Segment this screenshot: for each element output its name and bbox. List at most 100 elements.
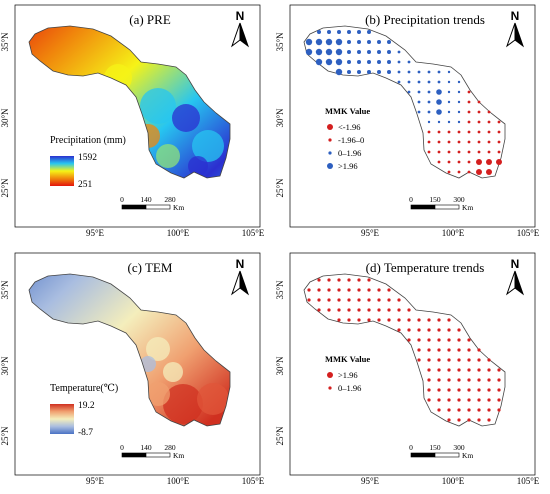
north-label: N [511, 9, 520, 23]
scalebar-tick-label: 0 [120, 443, 124, 452]
scalebar-unit: Km [173, 451, 184, 460]
raster-patch [188, 156, 208, 176]
trend-station-dot [447, 348, 451, 352]
trend-station-dot [335, 58, 343, 66]
trend-station-dot [477, 120, 481, 124]
trend-station-dot [497, 120, 501, 124]
scalebar-tick-label: 280 [164, 195, 176, 204]
trend-station-dot [447, 130, 451, 134]
scalebar-segment [145, 452, 171, 458]
trend-station-dot [437, 120, 441, 124]
legend-symbol [327, 124, 333, 130]
trend-station-dot [437, 398, 441, 402]
north-label: N [236, 257, 245, 271]
trend-station-dot [347, 70, 351, 74]
trend-station-dot [447, 90, 451, 94]
trend-station-dot [407, 328, 411, 332]
trend-station-dot [407, 338, 411, 342]
trend-station-dot [486, 169, 492, 175]
trend-station-dot [457, 378, 461, 382]
trend-station-dot [347, 60, 351, 64]
trend-station-dot [447, 338, 451, 342]
trend-station-dot [327, 30, 331, 34]
trend-station-dot [457, 408, 461, 412]
trend-station-dot [447, 388, 451, 392]
trend-station-dot [317, 278, 321, 282]
trend-station-dot [317, 30, 321, 34]
trend-station-dot [315, 58, 323, 66]
trend-station-dot [397, 60, 401, 64]
trend-station-dot [427, 90, 431, 94]
scalebar-tick-label: 150 [429, 443, 441, 452]
latitude-label: 30°N [275, 108, 285, 128]
legend-symbol [327, 163, 333, 169]
trend-station-dot [437, 378, 441, 382]
trend-station-dot [497, 368, 501, 372]
trend-station-dot [447, 418, 451, 422]
trend-station-dot [417, 348, 421, 352]
trend-station-dot [467, 398, 471, 402]
trend-station-dot [437, 150, 441, 154]
trend-station-dot [357, 288, 361, 292]
scalebar-tick-label: 0 [409, 443, 413, 452]
trend-station-dot [367, 308, 371, 312]
trend-station-dot [377, 298, 381, 302]
map-panel-c: (c) TEM Temperature(℃) 19.2 -8.7 35°N 30°N 25°… [0, 252, 265, 486]
legend-item-label: >1.96 [338, 161, 358, 171]
trend-station-dot [447, 398, 451, 402]
latitude-label: 30°N [0, 356, 10, 376]
trend-station-dot [477, 398, 481, 402]
legend-symbol [328, 138, 332, 142]
trend-station-dot [477, 378, 481, 382]
trend-station-dot [457, 398, 461, 402]
trend-station-dot [487, 358, 491, 362]
north-arrow-icon [239, 270, 250, 296]
latitude-label: 30°N [275, 356, 285, 376]
trend-station-dot [377, 318, 381, 322]
trend-station-dot [307, 298, 311, 302]
raster-patch [172, 104, 200, 132]
trend-station-dot [387, 50, 391, 54]
trend-station-dot [467, 388, 471, 392]
trend-station-dot [437, 358, 441, 362]
legend-title: MMK Value [325, 354, 370, 364]
trend-station-dot [477, 100, 481, 104]
trend-station-dot [357, 298, 361, 302]
longitude-label: 105°E [517, 228, 540, 238]
raster-patch [146, 382, 170, 406]
trend-station-dot [387, 308, 391, 312]
trend-station-dot [397, 328, 401, 332]
trend-station-dot [427, 358, 431, 362]
trend-station-dot [335, 38, 343, 46]
legend-symbol [327, 372, 333, 378]
scalebar-segment [145, 204, 171, 210]
trend-station-dot [437, 160, 441, 164]
trend-station-dot [417, 358, 421, 362]
latitude-label: 35°N [0, 280, 10, 300]
trend-station-dot [397, 298, 401, 302]
trend-station-dot [377, 70, 381, 74]
trend-station-dot [436, 99, 442, 105]
trend-station-dot [457, 150, 461, 154]
trend-station-dot [487, 388, 491, 392]
trend-station-dot [337, 30, 341, 34]
trend-station-dot [447, 408, 451, 412]
trend-station-dot [397, 80, 401, 84]
scalebar-segment [434, 204, 460, 210]
legend-min-value: 251 [78, 180, 93, 190]
trend-station-dot [477, 130, 481, 134]
basin-outline [28, 25, 231, 179]
trend-station-dot [447, 120, 451, 124]
map-panel-a: (a) PRE Precipitation (mm) 1592 251 35°N 30°N… [0, 4, 265, 238]
trend-station-dot [457, 388, 461, 392]
trend-station-dot [447, 378, 451, 382]
latitude-label: 30°N [0, 108, 10, 128]
raster-patch [140, 88, 176, 124]
trend-station-dot [427, 110, 431, 114]
trend-station-dot [367, 30, 371, 34]
trend-station-dot [477, 140, 481, 144]
legend-max-value: 19.2 [78, 401, 95, 411]
trend-station-dot [347, 308, 351, 312]
legend-item-label: -1.96–0 [338, 135, 364, 145]
